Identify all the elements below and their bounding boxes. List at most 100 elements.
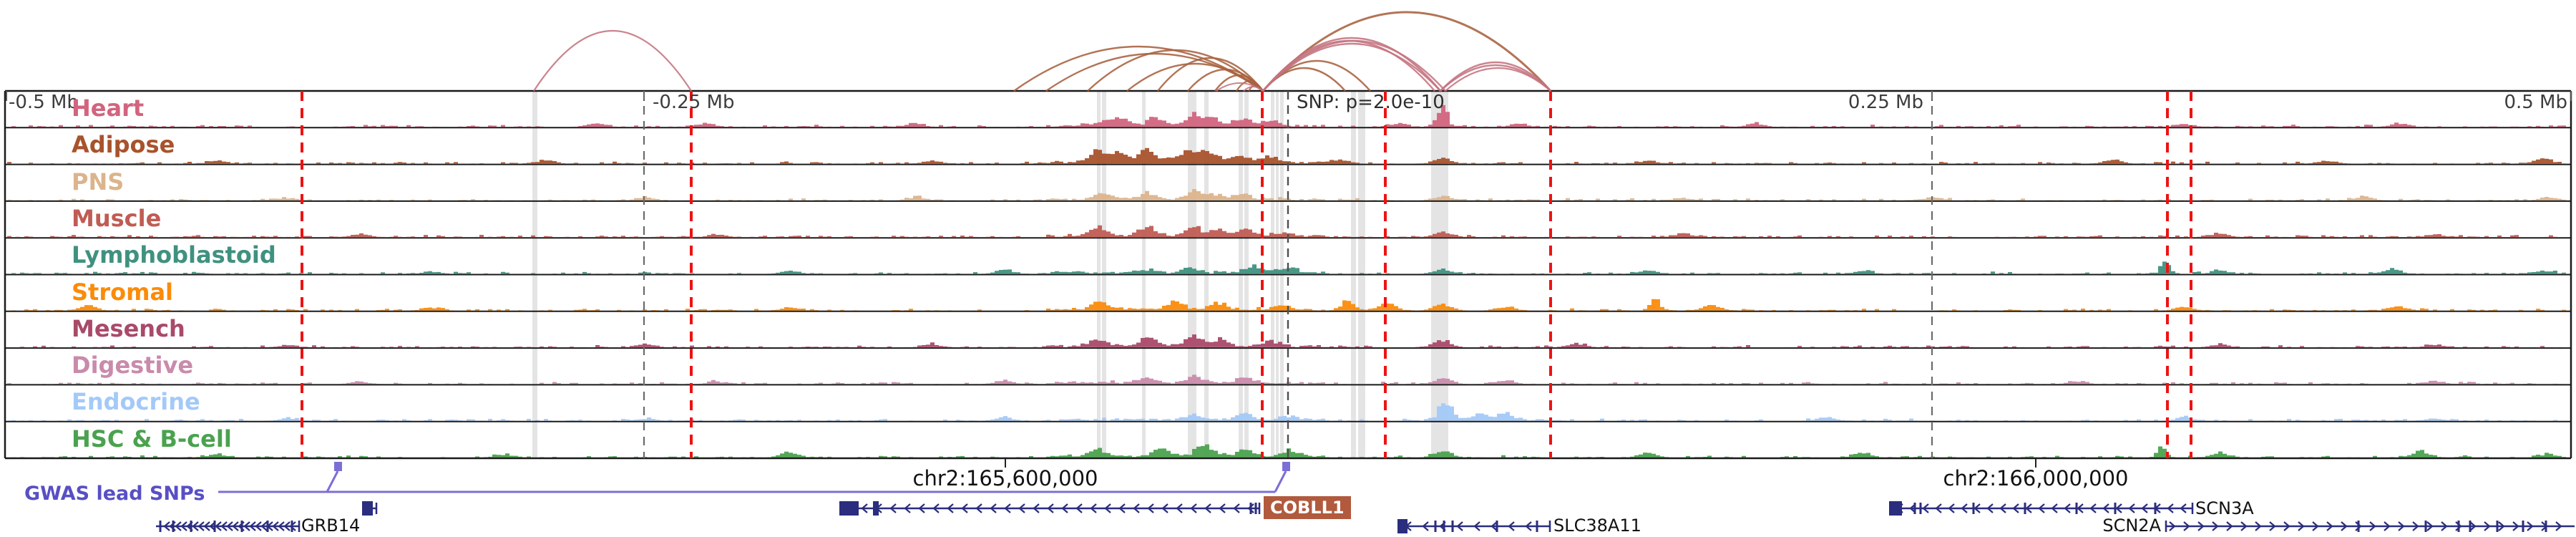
scale-label-half-mb: 0.5 Mb [2504, 92, 2567, 113]
strand-arrow [2455, 521, 2462, 531]
strand-arrow [918, 503, 925, 513]
strand-arrow [1004, 503, 1011, 513]
strand-arrow [2197, 521, 2205, 531]
gene-exon-tick [291, 521, 293, 532]
strand-arrow [2326, 521, 2333, 531]
signal-lymphoblastoid [7, 261, 2566, 274]
strand-arrow [1999, 503, 2006, 513]
strand-arrow [192, 521, 199, 531]
strand-arrow [1935, 503, 1942, 513]
strand-arrow [1986, 503, 1994, 513]
strand-arrow [2141, 503, 2148, 513]
track-label-stromal: Stromal [72, 278, 174, 306]
strand-arrow [2128, 503, 2135, 513]
gene-exon [839, 501, 859, 516]
track-label-mesench: Mesench [72, 314, 185, 342]
gwas-snp-marker [1282, 462, 1290, 471]
interaction-arc-pink [1440, 61, 1551, 92]
gwas-lead-snps-label: GWAS lead SNPs [24, 483, 205, 505]
strand-arrow [163, 521, 170, 531]
gene-exon-tick [2154, 503, 2157, 514]
strand-arrow [932, 503, 940, 513]
strand-arrow [260, 521, 268, 531]
gene-exon-tick [2457, 521, 2460, 532]
strand-arrow [1948, 503, 1955, 513]
strand-arrow [226, 521, 233, 531]
signal-pns [7, 189, 2566, 200]
signal-adipose [7, 147, 2566, 164]
interaction-arc-brown [1045, 52, 1264, 92]
strand-arrow [215, 521, 222, 531]
track-label-heart: Heart [72, 95, 145, 122]
strand-arrow [2180, 503, 2187, 513]
strand-arrow [2240, 521, 2248, 531]
strand-arrow [1104, 503, 1111, 513]
gene-label-slc38a11: SLC38A11 [1553, 516, 1641, 536]
strand-arrow [1033, 503, 1040, 513]
gene-exon-tick [1451, 521, 1454, 532]
interaction-arc-pink [1262, 42, 1441, 92]
strand-arrow [947, 503, 954, 513]
strand-arrow [1061, 503, 1068, 513]
signal-mesench [7, 334, 2566, 347]
strand-arrow [1456, 521, 1463, 531]
gwas-snp-stick [326, 470, 339, 493]
gene-exon-tick [2357, 521, 2360, 532]
strand-arrow [1090, 503, 1097, 513]
strand-arrow [1491, 521, 1498, 531]
gene-exon-tick [2469, 521, 2472, 532]
signal-heart [7, 105, 2566, 127]
strand-arrow [180, 521, 187, 531]
gene-exon [1397, 519, 1407, 533]
strand-arrow [2064, 503, 2071, 513]
strand-arrow [2384, 521, 2391, 531]
gene-exon-tick [1443, 521, 1445, 532]
strand-arrow [1147, 503, 1154, 513]
coordinate-label-166000000: chr2:166,000,000 [1943, 466, 2129, 490]
scale-label-minus-quarter-mb: -0.25 Mb [653, 92, 735, 113]
gene-exon-tick [240, 521, 243, 532]
strand-arrow [1047, 503, 1054, 513]
strand-arrow [961, 503, 968, 513]
interaction-arc-brown [1157, 57, 1264, 92]
gene-exon-tick [1972, 503, 1975, 514]
strand-arrow [2412, 521, 2419, 531]
strand-arrow [861, 503, 868, 513]
coordinate-label-165600000: chr2:165,600,000 [912, 466, 1098, 490]
strand-arrow [2398, 521, 2405, 531]
strand-arrow [2426, 521, 2434, 531]
interaction-arc-pink [1262, 37, 1441, 92]
signal-stromal [7, 299, 2566, 311]
strand-arrow [2527, 521, 2534, 531]
interaction-arc-pink [1262, 39, 1446, 92]
gene-exon-tick [190, 521, 192, 532]
signal-hsc-b-cell [7, 444, 2566, 458]
strand-arrow [283, 521, 291, 531]
gene-exon-tick [2545, 521, 2547, 532]
strand-arrow [2089, 503, 2097, 513]
strand-arrow [2038, 503, 2045, 513]
strand-arrow [2469, 521, 2477, 531]
strand-arrow [1473, 521, 1480, 531]
strand-arrow [2102, 503, 2109, 513]
strand-arrow [255, 521, 262, 531]
strand-arrow [272, 521, 279, 531]
gene-exon-tick [1249, 503, 1252, 514]
strand-arrow [1422, 521, 1429, 531]
snp-pvalue-label: SNP: p=2.0e-10 [1297, 92, 1445, 113]
gene-exon-tick [159, 521, 162, 532]
gene-exon-tick [172, 521, 175, 532]
track-label-lymphoblastoid: Lymphoblastoid [72, 241, 276, 269]
gene-exon-tick [1496, 521, 1498, 532]
strand-arrow [2298, 521, 2305, 531]
track-label-pns: PNS [72, 168, 125, 195]
track-label-hsc-b-cell: HSC & B-cell [72, 425, 232, 453]
track-label-endocrine: Endocrine [72, 388, 200, 416]
strand-arrow [904, 503, 911, 513]
gene-exon-tick [1913, 503, 1916, 514]
track-label-digestive: Digestive [72, 352, 194, 379]
strand-arrow [1190, 503, 1197, 513]
strand-arrow [2283, 521, 2290, 531]
gene-label-cobll1: COBLL1 [1264, 496, 1351, 519]
strand-arrow [1176, 503, 1183, 513]
